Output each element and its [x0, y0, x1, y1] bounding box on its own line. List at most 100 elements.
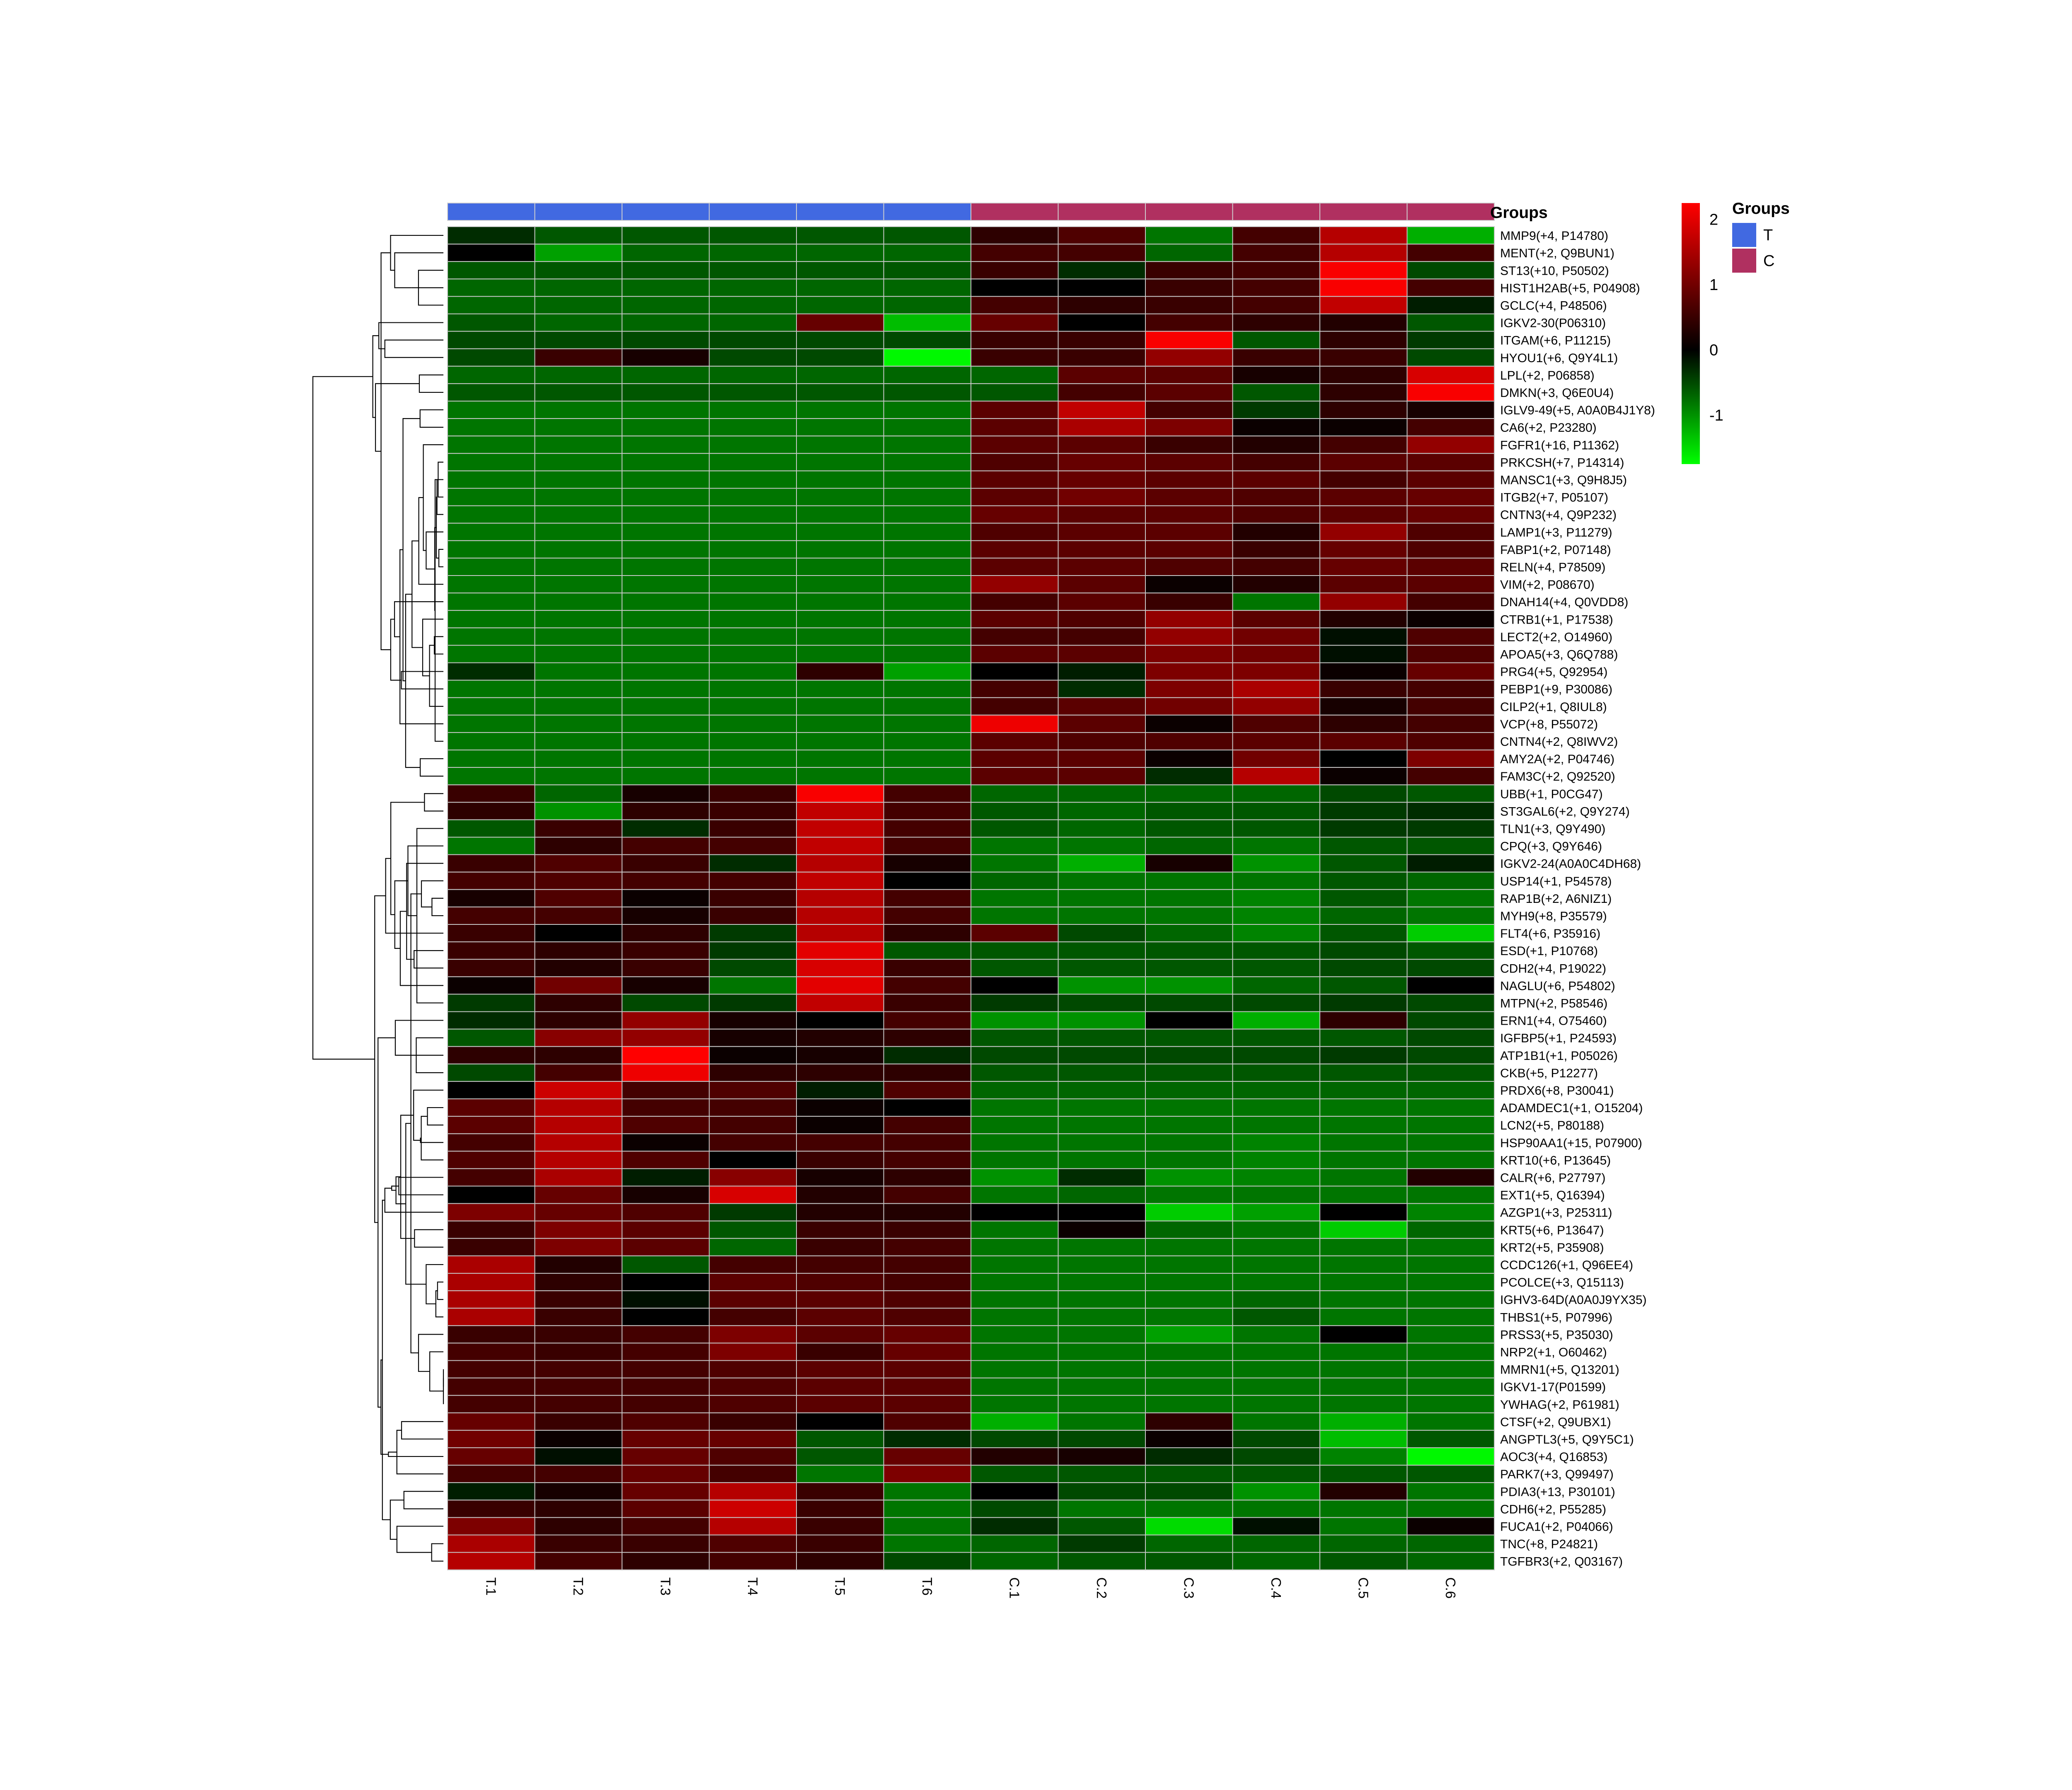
heatmap-cell — [447, 1185, 535, 1204]
heatmap-cell — [1406, 1552, 1495, 1570]
dendrogram-branch — [399, 911, 443, 986]
heatmap-cell — [447, 261, 535, 280]
heatmap-cell — [971, 627, 1059, 646]
row-labels: MMP9(+4, P14780) MENT(+2, Q9BUN1) ST13(+10… — [1500, 229, 1655, 1569]
heatmap-cell — [1145, 976, 1233, 995]
heatmap-cell — [971, 1081, 1059, 1099]
heatmap-cell — [709, 261, 797, 280]
heatmap-cell — [883, 470, 971, 489]
heatmap-cell — [709, 976, 797, 995]
row-label: IGKV1-17(P01599) — [1500, 1381, 1606, 1394]
heatmap-cell — [1145, 1116, 1233, 1134]
heatmap-cell — [1406, 1500, 1495, 1518]
heatmap-cell — [447, 244, 535, 262]
heatmap-cell — [1145, 1465, 1233, 1483]
heatmap-cell — [1319, 1098, 1408, 1117]
row-label: LECT2(+2, O14960) — [1500, 630, 1612, 644]
heatmap-cell — [622, 680, 710, 698]
heatmap-cell — [534, 1151, 622, 1169]
heatmap-cell — [1406, 994, 1495, 1012]
heatmap-cell — [622, 1430, 710, 1448]
heatmap-cell — [534, 680, 622, 698]
heatmap-cell — [709, 1011, 797, 1030]
row-label: UBB(+1, P0CG47) — [1500, 787, 1603, 801]
heatmap-cell — [1232, 557, 1320, 576]
heatmap-cell — [534, 1517, 622, 1536]
heatmap-cell — [622, 697, 710, 716]
heatmap-cell — [622, 522, 710, 541]
heatmap-cell — [709, 1273, 797, 1292]
heatmap-cell — [883, 627, 971, 646]
heatmap-cell — [1319, 505, 1408, 524]
heatmap-cell — [534, 1552, 622, 1570]
heatmap-cell — [447, 331, 535, 349]
heatmap-cell — [447, 889, 535, 907]
heatmap-cell — [796, 261, 884, 280]
heatmap-cell — [709, 296, 797, 314]
heatmap-cell — [622, 1325, 710, 1344]
heatmap-cell — [1319, 313, 1408, 332]
heatmap-cell — [1406, 1116, 1495, 1134]
heatmap-cell — [1058, 296, 1146, 314]
heatmap-cell — [1058, 1482, 1146, 1501]
heatmap-cell — [883, 488, 971, 506]
heatmap-cell — [1232, 1534, 1320, 1553]
heatmap-cell — [1058, 1028, 1146, 1047]
heatmap-cell — [622, 488, 710, 506]
heatmap-cell — [1232, 645, 1320, 663]
heatmap-cell — [1319, 1482, 1408, 1501]
heatmap-cell — [1406, 837, 1495, 855]
heatmap-cell — [1406, 1517, 1495, 1536]
row-label: USP14(+1, P54578) — [1500, 875, 1612, 888]
heatmap-cell — [1232, 1342, 1320, 1361]
heatmap-cell — [796, 645, 884, 663]
heatmap-cell — [1232, 1465, 1320, 1483]
heatmap-cell — [534, 1185, 622, 1204]
heatmap-cell — [1406, 941, 1495, 960]
row-label: AOC3(+4, Q16853) — [1500, 1450, 1607, 1464]
heatmap-cell — [1232, 1011, 1320, 1030]
heatmap-cell — [622, 278, 710, 297]
heatmap-cell — [622, 348, 710, 367]
annotation-cell-c-6 — [1406, 203, 1495, 221]
heatmap-cell — [1145, 1517, 1233, 1536]
heatmap-cell — [1406, 1447, 1495, 1466]
heatmap-cell — [1058, 1098, 1146, 1117]
heatmap-cell — [1232, 732, 1320, 751]
heatmap-cell — [1232, 331, 1320, 349]
heatmap-cell — [709, 871, 797, 890]
heatmap-cell — [622, 1185, 710, 1204]
heatmap-cell — [622, 889, 710, 907]
heatmap-cell — [796, 802, 884, 820]
heatmap-cell — [1319, 610, 1408, 629]
heatmap-cell — [1406, 854, 1495, 873]
heatmap-cell — [1406, 1063, 1495, 1082]
heatmap-cell — [883, 1028, 971, 1047]
heatmap-cell — [796, 470, 884, 489]
heatmap-cell — [1058, 435, 1146, 454]
heatmap-cell — [796, 819, 884, 838]
heatmap-cell — [971, 976, 1059, 995]
heatmap-cell — [534, 278, 622, 297]
heatmap-cell — [1145, 1081, 1233, 1099]
heatmap-cell — [796, 959, 884, 977]
heatmap-cell — [971, 1342, 1059, 1361]
heatmap-cell — [1232, 278, 1320, 297]
row-label: PARK7(+3, Q99497) — [1500, 1468, 1614, 1481]
heatmap-cell — [971, 540, 1059, 559]
heatmap-cell — [622, 1447, 710, 1466]
heatmap-cell — [796, 575, 884, 594]
heatmap-cell — [447, 365, 535, 384]
heatmap-cell — [447, 610, 535, 629]
dendrogram-branch — [396, 1430, 443, 1475]
heatmap-cell — [1145, 296, 1233, 314]
heatmap-cell — [971, 1500, 1059, 1518]
row-label: MMRN1(+5, Q13201) — [1500, 1363, 1619, 1377]
heatmap-cell — [971, 802, 1059, 820]
row-label: ANGPTL3(+5, Q9Y5C1) — [1500, 1433, 1634, 1447]
heatmap-cell — [1232, 1395, 1320, 1413]
heatmap-cell — [1319, 662, 1408, 681]
heatmap-cell — [883, 1482, 971, 1501]
heatmap-cell — [1145, 418, 1233, 437]
heatmap-cell — [796, 1081, 884, 1099]
